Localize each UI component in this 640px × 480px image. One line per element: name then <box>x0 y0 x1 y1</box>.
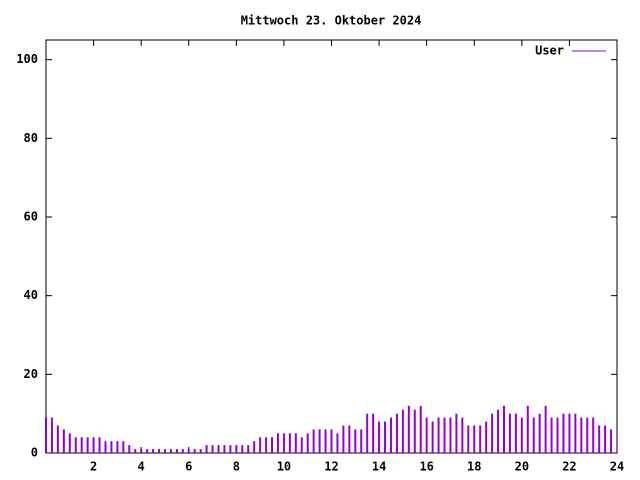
x-tick-label: 2 <box>90 460 97 474</box>
x-tick-label: 20 <box>515 460 529 474</box>
x-tick-label: 10 <box>277 460 291 474</box>
x-tick-label: 18 <box>467 460 481 474</box>
y-tick-label: 60 <box>24 210 38 224</box>
legend-label: User <box>535 44 564 58</box>
x-tick-label: 8 <box>233 460 240 474</box>
x-tick-label: 24 <box>610 460 624 474</box>
x-tick-label: 14 <box>372 460 386 474</box>
y-tick-label: 100 <box>16 52 38 66</box>
x-tick-label: 4 <box>138 460 145 474</box>
x-tick-label: 6 <box>185 460 192 474</box>
y-tick-label: 20 <box>24 367 38 381</box>
x-tick-label: 16 <box>419 460 433 474</box>
y-tick-label: 80 <box>24 131 38 145</box>
x-tick-label: 22 <box>562 460 576 474</box>
chart-title: Mittwoch 23. Oktober 2024 <box>241 14 422 28</box>
y-tick-label: 0 <box>31 446 38 460</box>
y-tick-label: 40 <box>24 288 38 302</box>
x-tick-label: 12 <box>324 460 338 474</box>
